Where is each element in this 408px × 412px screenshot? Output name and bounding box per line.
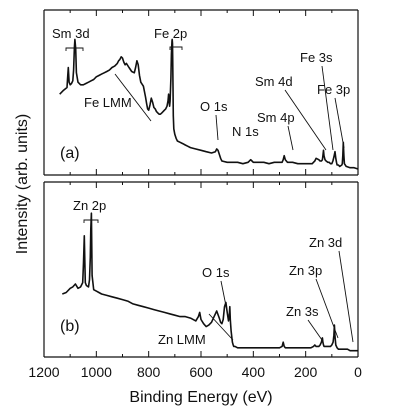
annot-zn-3d: Zn 3d [309, 235, 342, 250]
annot-fe-3s: Fe 3s [300, 50, 333, 65]
annot-sm-4d: Sm 4d [255, 74, 293, 89]
annot-zn-2p: Zn 2p [73, 198, 106, 213]
leader-zn-lmm [208, 313, 234, 341]
leader-fe-3p [334, 97, 345, 149]
x-tick-label: 200 [294, 364, 318, 380]
bracket-sm-3d [65, 47, 84, 51]
panel-a-label: (a) [60, 145, 80, 162]
panel-b-spectrum-line [62, 212, 358, 352]
panel-b-label: (b) [60, 318, 80, 335]
bracket-fe-2p [169, 46, 183, 50]
annot-n-1s: N 1s [232, 124, 259, 139]
annot-zn-3s: Zn 3s [286, 304, 319, 319]
leader-sm-4p [287, 125, 294, 151]
panel-a: (a) Sm 3d Fe 2p Fe 3s Sm 4d Fe 3p O 1s S… [43, 9, 359, 176]
leader-o-1s [215, 114, 219, 141]
annot-fe-2p: Fe 2p [154, 26, 187, 41]
panel-b-ticks [43, 182, 359, 357]
panel-a-ticks [43, 10, 359, 175]
annot-sm-4p: Sm 4p [257, 110, 295, 125]
x-tick-label: 1200 [28, 364, 59, 380]
leader-zn-3p [315, 278, 339, 339]
panel-a-spectrum-line [59, 38, 359, 170]
x-tick-label: 1000 [81, 364, 112, 380]
x-tick-label: 400 [242, 364, 266, 380]
panel-b: (b) Zn 2p Zn 3d Zn 3p O 1s Zn 3s Zn LMM [43, 181, 359, 358]
x-tick-label: 0 [354, 364, 362, 380]
x-tick-label: 600 [189, 364, 213, 380]
bracket-zn-2p [83, 219, 99, 223]
leader-zn-3d [338, 250, 354, 343]
leader-zn-3s [307, 319, 323, 341]
annot-sm-3d: Sm 3d [52, 26, 90, 41]
x-tick-labels: 1200 1000 800 600 400 200 0 [28, 364, 362, 380]
annot-fe-lmm: Fe LMM [84, 95, 132, 110]
annot-zn-3p: Zn 3p [289, 263, 322, 278]
x-tick-label: 800 [137, 364, 161, 380]
leader-fe-lmm [114, 73, 152, 122]
y-axis-title: Intensity (arb. units) [14, 114, 31, 255]
x-axis-title: Binding Energy (eV) [129, 389, 272, 406]
leader-sm-4d [284, 89, 327, 151]
annot-o-1s: O 1s [200, 99, 228, 114]
annot-zn-lmm: Zn LMM [158, 332, 206, 347]
leader-o-1s-b [220, 280, 229, 317]
annot-o-1s-b: O 1s [202, 265, 230, 280]
annot-fe-3p: Fe 3p [317, 82, 350, 97]
leader-fe-3s [321, 65, 334, 151]
